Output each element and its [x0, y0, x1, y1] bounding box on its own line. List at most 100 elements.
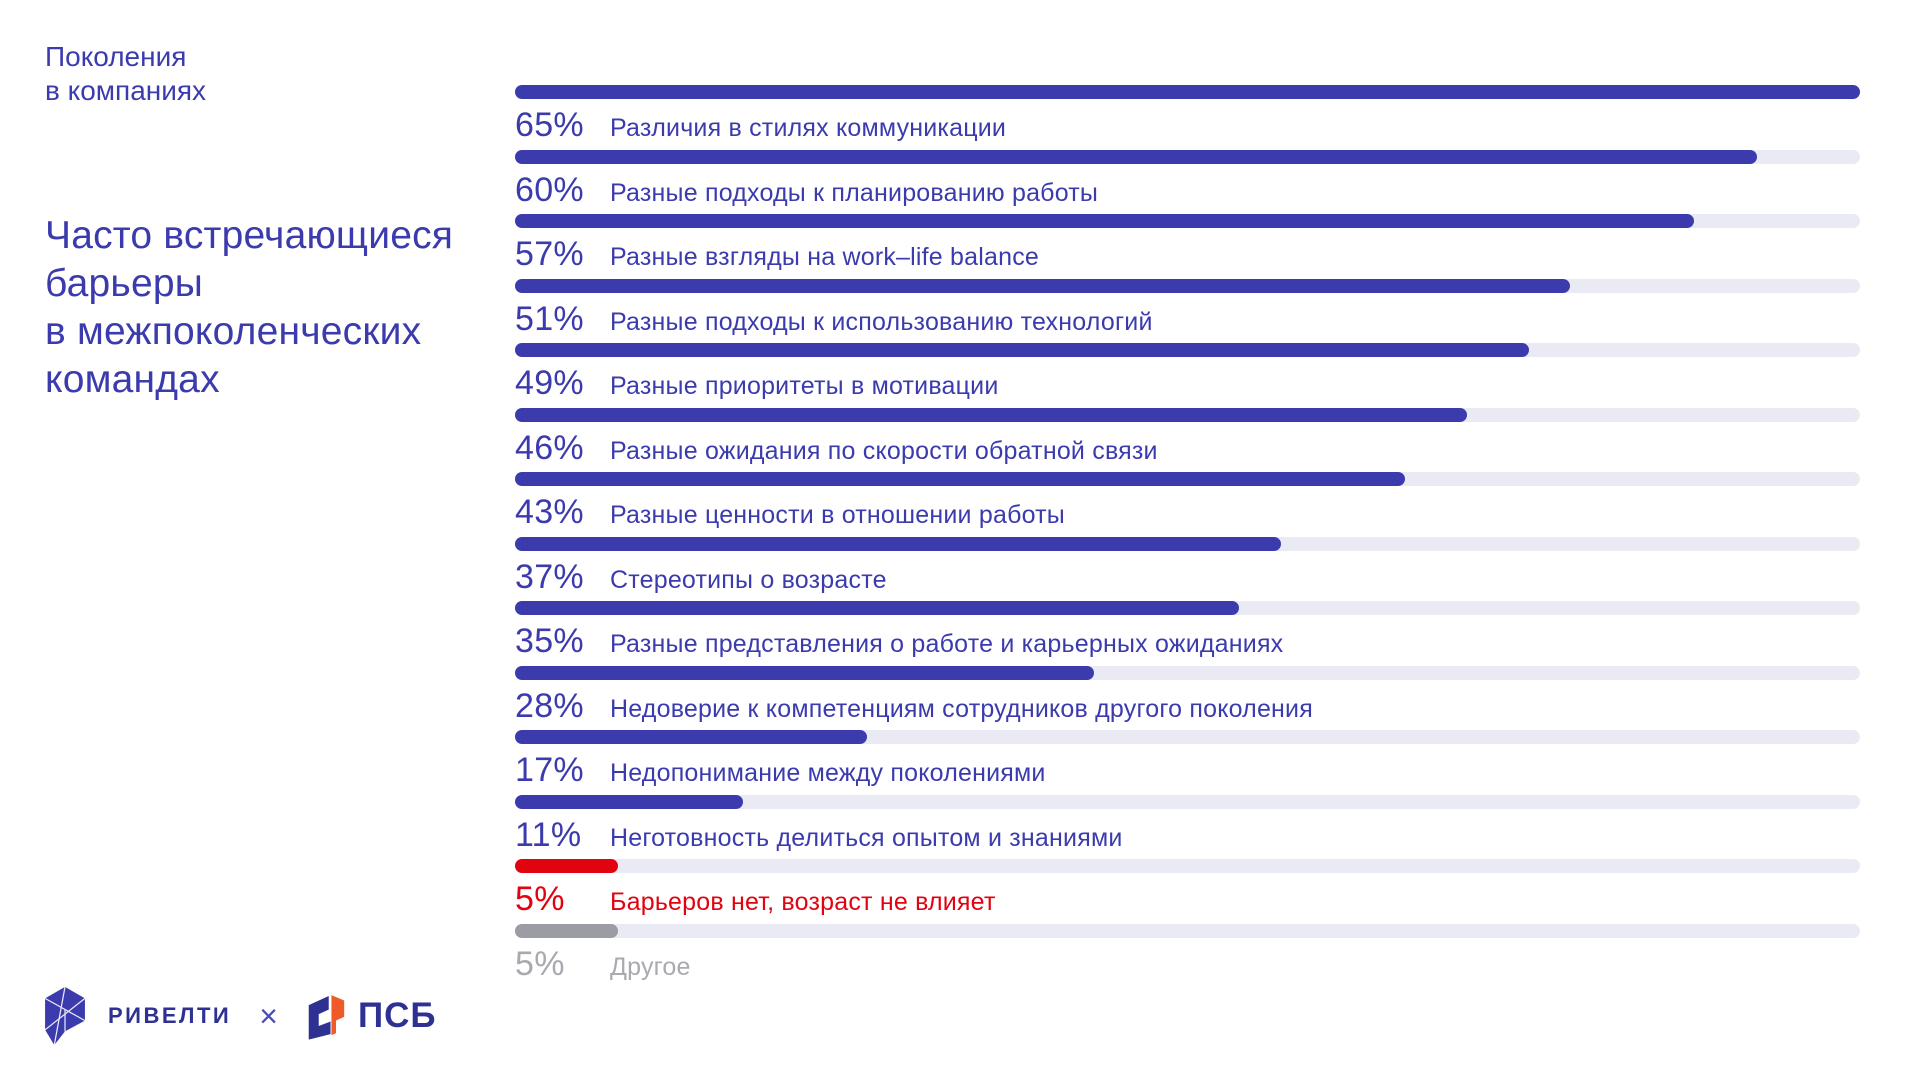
bar-track	[515, 859, 1860, 873]
bar-fill	[515, 214, 1695, 228]
bar-labels: 60% Разные подходы к планированию работы	[515, 172, 1860, 208]
bar-category-label: Разные ценности в отношении работы	[610, 501, 1065, 529]
bar-track	[515, 601, 1860, 615]
page-title: Часто встречающиеся барьеры в межпоколен…	[45, 212, 453, 404]
bar-category-label: Стереотипы о возрасте	[610, 565, 887, 594]
bar-value-label: 51%	[515, 299, 584, 338]
bar-row: 49% Разные приоритеты в мотивации	[515, 343, 1860, 408]
bar-labels: 43% Разные ценности в отношении работы	[515, 494, 1860, 530]
title-line-2: барьеры	[45, 262, 203, 305]
bar-labels: 35% Разные представления о работе и карье…	[515, 623, 1860, 659]
bar-value-label: 49%	[515, 364, 584, 402]
bar-category-label: Разные взгляды на work–life balance	[610, 243, 1040, 271]
bar-row: 5% Другое	[515, 923, 1860, 989]
bar-fill	[515, 85, 1860, 99]
bar-row: 46% Разные ожидания по скорости обратной …	[515, 407, 1860, 473]
bar-row: 5% Барьеров нет, возраст не влияет	[515, 859, 1860, 924]
bar-fill	[515, 794, 743, 809]
bar-value-label: 5%	[515, 944, 565, 983]
bar-track	[515, 665, 1860, 680]
bar-track	[515, 343, 1860, 357]
footer-logos: РИВЕЛТИ × ПСБ	[42, 984, 437, 1048]
bar-track	[515, 214, 1860, 228]
bar-fill	[515, 730, 867, 744]
barriers-bar-chart: 65% Различия в стилях коммуникации 60% Разн…	[515, 85, 1860, 988]
bar-track	[515, 149, 1860, 164]
title-line-3: в межпоколенческих	[45, 310, 422, 353]
bar-fill	[515, 665, 1095, 680]
bar-value-label: 37%	[515, 557, 584, 596]
bar-category-label: Различия в стилях коммуникации	[610, 114, 1007, 142]
bar-row: 57% Разные взгляды на work–life balance	[515, 214, 1860, 279]
bar-track	[515, 407, 1860, 422]
bar-category-label: Другое	[610, 952, 691, 981]
kicker-line-1: Поколения	[45, 41, 187, 72]
bar-track	[515, 536, 1860, 551]
bar-track	[515, 472, 1860, 486]
bar-track	[515, 794, 1860, 809]
bar-labels: 57% Разные взгляды на work–life balance	[515, 236, 1860, 272]
bar-row: 37% Стереотипы о возрасте	[515, 536, 1860, 602]
bar-fill	[515, 472, 1405, 486]
bar-value-label: 65%	[515, 106, 584, 144]
bar-labels: 46% Разные ожидания по скорости обратной …	[515, 430, 1860, 466]
rivelti-gem-icon	[44, 986, 86, 1046]
bar-category-label: Разные подходы к использованию технологи…	[610, 307, 1153, 336]
bar-row: 17% Недопонимание между поколениями	[515, 730, 1860, 795]
bar-row: 28% Недоверие к компетенциям сотрудников …	[515, 665, 1860, 731]
bar-labels: 49% Разные приоритеты в мотивации	[515, 365, 1860, 401]
bar-labels: 5% Другое	[515, 946, 1860, 982]
psb-wordmark: ПСБ	[357, 996, 437, 1035]
bar-fill	[515, 536, 1281, 551]
bar-labels: 28% Недоверие к компетенциям сотрудников …	[515, 688, 1860, 724]
bar-row: 11% Неготовность делиться опытом и знания…	[515, 794, 1860, 860]
page-kicker: Поколения в компаниях	[45, 40, 206, 108]
bar-track	[515, 278, 1860, 293]
bar-row: 60% Разные подходы к планированию работы	[515, 149, 1860, 215]
psb-logo-icon	[308, 995, 345, 1040]
bar-fill	[515, 407, 1467, 422]
bar-row: 43% Разные ценности в отношении работы	[515, 472, 1860, 537]
bar-fill	[515, 923, 619, 938]
bar-value-label: 35%	[515, 622, 584, 660]
bar-track	[515, 85, 1860, 99]
bar-labels: 5% Барьеров нет, возраст не влияет	[515, 881, 1860, 917]
bar-value-label: 5%	[515, 880, 565, 918]
bar-fill	[515, 343, 1529, 357]
bar-category-label: Недоверие к компетенциям сотрудников дру…	[610, 694, 1313, 723]
bar-fill	[515, 278, 1571, 293]
bar-labels: 37% Стереотипы о возрасте	[515, 559, 1860, 595]
bar-value-label: 57%	[515, 235, 584, 273]
rivelti-wordmark: РИВЕЛТИ	[108, 1003, 232, 1028]
bar-value-label: 43%	[515, 493, 584, 531]
bar-category-label: Разные ожидания по скорости обратной свя…	[610, 436, 1158, 465]
collab-x-icon: ×	[259, 997, 278, 1034]
bar-value-label: 46%	[515, 428, 584, 467]
bar-labels: 17% Недопонимание между поколениями	[515, 752, 1860, 788]
bar-value-label: 17%	[515, 751, 584, 789]
bar-category-label: Неготовность делиться опытом и знаниями	[610, 823, 1123, 852]
bar-row: 65% Различия в стилях коммуникации	[515, 85, 1860, 150]
bar-category-label: Разные подходы к планированию работы	[610, 178, 1099, 207]
kicker-line-2: в компаниях	[45, 75, 207, 106]
bar-fill	[515, 149, 1757, 164]
bar-category-label: Недопонимание между поколениями	[610, 759, 1046, 787]
bar-labels: 65% Различия в стилях коммуникации	[515, 107, 1860, 143]
bar-fill	[515, 601, 1240, 615]
bar-category-label: Разные приоритеты в мотивации	[610, 372, 999, 400]
bar-labels: 51% Разные подходы к использованию технол…	[515, 301, 1860, 337]
title-line-4: командах	[45, 358, 220, 401]
bar-value-label: 28%	[515, 686, 584, 725]
bar-track	[515, 730, 1860, 744]
title-line-1: Часто встречающиеся	[45, 214, 454, 257]
bar-value-label: 11%	[515, 815, 582, 854]
bar-category-label: Барьеров нет, возраст не влияет	[610, 888, 996, 916]
bar-row: 35% Разные представления о работе и карье…	[515, 601, 1860, 666]
bar-fill	[515, 859, 619, 873]
bar-row: 51% Разные подходы к использованию технол…	[515, 278, 1860, 344]
bar-track	[515, 923, 1860, 938]
bar-value-label: 60%	[515, 170, 584, 209]
bar-category-label: Разные представления о работе и карьерны…	[610, 630, 1284, 658]
bar-labels: 11% Неготовность делиться опытом и знания…	[515, 817, 1860, 853]
